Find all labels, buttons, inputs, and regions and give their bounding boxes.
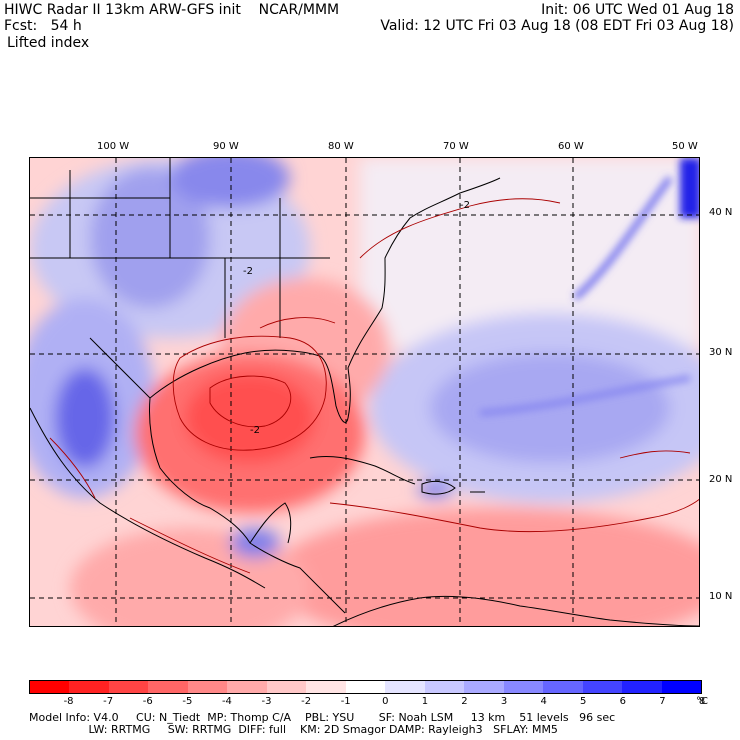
coastlines	[30, 158, 699, 626]
colorbar	[29, 680, 702, 694]
colorbar-swatch	[30, 681, 70, 693]
stability-field	[30, 158, 699, 626]
colorbar-swatch	[503, 681, 544, 693]
colorbar-swatch	[582, 681, 623, 693]
model-info-line2: LW: RRTMG SW: RRTMG DIFF: full KM: 2D Sm…	[29, 723, 558, 736]
colorbar-swatch	[148, 681, 188, 693]
contour-label: -2	[243, 266, 253, 277]
colorbar-swatch	[622, 681, 662, 693]
lon-label: 50 W	[672, 141, 698, 152]
colorbar-swatch	[69, 681, 109, 693]
colorbar-tick-label: 2	[461, 696, 468, 707]
lon-label: 60 W	[558, 141, 584, 152]
colorbar-tick-label: 4	[540, 696, 547, 707]
colorbar-tick-label: -5	[182, 696, 193, 707]
forecast-hour: Fcst: 54 h	[4, 18, 82, 34]
lon-label: 70 W	[443, 141, 469, 152]
colorbar-swatch	[424, 681, 465, 693]
colorbar-swatch	[543, 681, 583, 693]
colorbar-swatch	[661, 681, 701, 693]
lat-label: 40 N	[709, 207, 733, 218]
lat-label: 10 N	[709, 591, 733, 602]
colorbar-tick-label: 3	[500, 696, 508, 707]
lat-label: 30 N	[709, 347, 733, 358]
colorbar-tick-label: -7	[103, 696, 114, 707]
model-info-line1: Model Info: V4.0 CU: N_Tiedt MP: Thomp C…	[29, 711, 616, 724]
colorbar-tick-label: 8	[698, 696, 706, 707]
contours	[49, 198, 699, 574]
colorbar-tick-label: -1	[340, 696, 351, 707]
contour-label: -2	[460, 200, 470, 211]
lon-label: 80 W	[328, 141, 354, 152]
colorbar-tick-label: 7	[659, 696, 666, 707]
colorbar-tick-label: -4	[221, 696, 232, 707]
colorbar-tick-label: 1	[421, 696, 429, 707]
contour-label: -2	[250, 425, 260, 436]
colorbar-swatch	[108, 681, 149, 693]
lat-lon-grid	[30, 158, 699, 626]
colorbar-tick-label: 5	[580, 696, 587, 707]
lon-label: 100 W	[97, 141, 130, 152]
model-title: HIWC Radar II 13km ARW-GFS init NCAR/MMM	[4, 2, 340, 18]
colorbar-swatch	[464, 681, 504, 693]
colorbar-swatch	[187, 681, 228, 693]
colorbar-tick-label: 0	[382, 696, 389, 707]
colorbar-unit: °C	[696, 696, 708, 707]
colorbar-tick-label: 6	[619, 696, 626, 707]
field-name: Lifted index	[7, 35, 90, 51]
lat-label: 20 N	[709, 474, 733, 485]
colorbar-tick-label: -8	[63, 696, 74, 707]
colorbar-swatch	[345, 681, 386, 693]
colorbar-tick-label: -3	[261, 696, 272, 707]
lon-label: 90 W	[213, 141, 239, 152]
colorbar-tick-label: -2	[301, 696, 312, 707]
map-canvas: -2 -2 -2	[30, 158, 699, 626]
colorbar-swatch	[306, 681, 346, 693]
valid-time: Valid: 12 UTC Fri 03 Aug 18 (08 EDT Fri …	[380, 18, 734, 34]
lifted-index-map: -2 -2 -2	[29, 157, 700, 627]
colorbar-swatch	[227, 681, 267, 693]
init-time: Init: 06 UTC Wed 01 Aug 18	[541, 2, 734, 18]
stable-streaks	[479, 158, 699, 416]
colorbar-swatch	[385, 681, 425, 693]
colorbar-swatch	[266, 681, 307, 693]
colorbar-tick-label: -6	[142, 696, 153, 707]
